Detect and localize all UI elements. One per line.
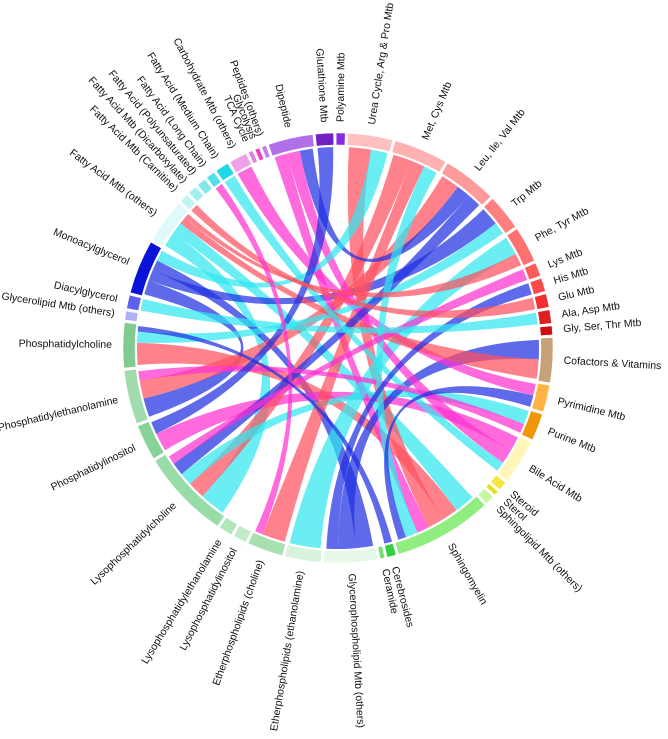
sector-label: Lysophosphatidylcholine — [88, 500, 179, 588]
sector-arc — [347, 132, 394, 152]
sector-arc — [537, 309, 552, 325]
sector-arc — [206, 171, 222, 188]
sector-arc — [180, 194, 196, 210]
sector-label: Phosphatidylcholine — [19, 338, 113, 351]
ribbon — [181, 390, 529, 484]
sector-label: Purine Mtb — [546, 426, 598, 456]
ribbon — [326, 283, 532, 550]
sector-arc — [490, 474, 506, 491]
ribbon — [137, 326, 392, 544]
sector-arc — [261, 145, 271, 159]
ribbon — [143, 280, 244, 417]
ribbon — [140, 299, 538, 334]
ribbon — [262, 160, 425, 542]
sector-label: His Mtb — [552, 265, 590, 287]
ribbon — [173, 223, 473, 511]
ribbon — [376, 166, 437, 538]
ribbon — [151, 147, 334, 434]
sector-label: Urea Cycle, Arg & Pro Mtb — [366, 2, 396, 126]
ribbon — [168, 269, 528, 464]
sector-arc — [391, 140, 446, 173]
sector-label: Ala, Asp Mtb — [561, 300, 621, 321]
ribbons — [137, 147, 539, 550]
sector-arc — [247, 532, 286, 556]
sector-label: Glycerophospholipid Mtb (others) — [346, 573, 367, 728]
ribbon — [224, 175, 503, 471]
sector-arc — [478, 488, 494, 504]
sector-arc — [538, 337, 554, 384]
sector-label: Polyamine Mtb — [335, 52, 348, 122]
sector-label: Glutathione Mtb — [313, 48, 330, 123]
sector-arc — [377, 545, 386, 560]
sector-arc — [123, 369, 149, 424]
sector-arc — [529, 277, 546, 295]
sector-label: Phosphatidylinositol — [49, 442, 138, 494]
sector-label: Bile Acid Mtb — [527, 463, 585, 505]
sector-arc — [229, 153, 252, 173]
sector-arc — [521, 410, 543, 441]
sector-arc — [323, 547, 378, 564]
sector-arc — [315, 132, 335, 147]
ribbon — [299, 148, 469, 262]
sector-arc — [137, 421, 165, 460]
sector-label: Phosphatidylethanolamine — [0, 394, 120, 434]
sector-arc — [531, 383, 551, 413]
sector-label: Met, Cys Mtb — [420, 80, 455, 142]
ribbon — [137, 223, 504, 343]
sector-label: Glu Mtb — [557, 284, 596, 304]
ribbon — [139, 176, 458, 399]
ribbon — [190, 154, 412, 497]
sector-arc — [219, 517, 238, 536]
ribbon — [347, 147, 443, 528]
sector-arc — [497, 436, 532, 481]
sector-arc — [151, 202, 189, 247]
sector-arc — [483, 198, 516, 234]
ribbon — [157, 149, 388, 288]
sector-label: Phe, Tyr Mtb — [533, 205, 591, 244]
sector-arc — [384, 543, 397, 558]
sector-label: Trp Mtb — [509, 178, 544, 210]
sector-label: Leu, Ile, Val Mtb — [472, 107, 528, 174]
ribbon — [173, 195, 480, 475]
sector-arc — [254, 147, 264, 162]
sector-arc — [154, 454, 225, 527]
ribbon — [289, 237, 516, 549]
sector-arc — [394, 496, 486, 555]
sector-arc — [268, 134, 315, 157]
sector-arc — [335, 132, 346, 146]
sector-arc — [124, 310, 139, 322]
sector-label: Pyrimidine Mtb — [556, 395, 626, 423]
sector-arc — [248, 150, 258, 164]
ribbon — [137, 342, 457, 520]
ribbon — [274, 153, 429, 533]
sector-label: Sphingolipid Mtb (others) — [494, 504, 585, 595]
sector-arc — [524, 262, 541, 281]
sector-label: Dipeptide — [272, 83, 294, 129]
sector-arc — [197, 178, 213, 195]
sector-label: Gly, Ser, Thr Mtb — [563, 317, 642, 335]
ribbon — [138, 365, 525, 433]
ribbon — [384, 386, 534, 540]
sector-arc — [485, 483, 499, 496]
ribbon — [180, 217, 539, 379]
sector-arc — [188, 186, 204, 202]
sector-arc — [233, 525, 252, 543]
ribbon — [191, 205, 536, 318]
sector-arc — [129, 241, 162, 296]
sector-arc — [534, 293, 550, 310]
sector-label: Monoacylglycerol — [51, 226, 131, 268]
sector-label: Sphingomyelin — [445, 541, 490, 607]
sector-label: Cofactors & Vitamins — [563, 355, 661, 373]
sector-arc — [441, 162, 492, 206]
sector-arc — [284, 544, 322, 563]
sector-arc — [126, 294, 142, 311]
sector-arc — [215, 163, 235, 182]
sector-arc — [539, 325, 553, 336]
sector-arc — [506, 228, 535, 266]
sector-arc — [122, 322, 137, 369]
sector-label: Etherphospholipids (ethanolamine) — [268, 570, 306, 732]
